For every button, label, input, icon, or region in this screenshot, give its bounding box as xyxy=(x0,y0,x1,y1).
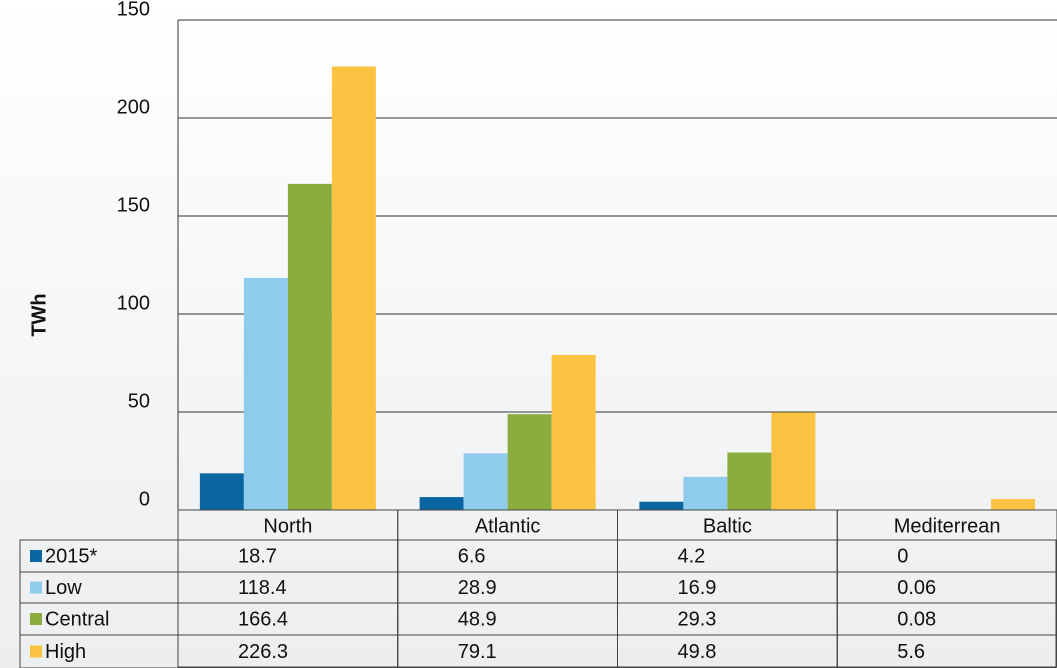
y-tick-label: 150 xyxy=(117,194,150,216)
legend-swatch xyxy=(30,613,42,625)
bar xyxy=(771,412,816,510)
table-value: 6.6 xyxy=(458,545,486,567)
x-tick-label: Baltic xyxy=(703,515,752,537)
table-value: 18.7 xyxy=(238,545,277,567)
y-tick-label: 150 xyxy=(117,0,150,20)
legend-label: 2015* xyxy=(45,545,97,567)
legend-swatch xyxy=(30,645,42,658)
bar xyxy=(507,414,552,510)
bar xyxy=(287,183,332,510)
bar xyxy=(727,452,772,510)
table-value: 16.9 xyxy=(678,577,717,599)
table-value: 166.4 xyxy=(238,608,288,630)
bar xyxy=(331,66,376,511)
legend-swatch xyxy=(30,581,42,594)
table-value: 118.4 xyxy=(238,577,287,599)
table-value: 29.3 xyxy=(678,608,717,630)
bar xyxy=(419,497,464,510)
bar xyxy=(463,453,508,510)
bar xyxy=(991,499,1036,510)
bar xyxy=(683,476,728,510)
y-tick-label: 0 xyxy=(139,488,150,510)
table-value: 28.9 xyxy=(458,577,497,599)
table-value: 4.2 xyxy=(678,545,706,567)
legend-label: Low xyxy=(45,577,82,599)
bar xyxy=(243,277,288,510)
table-value: 49.8 xyxy=(678,641,717,663)
x-tick-label: Atlantic xyxy=(475,515,541,537)
y-tick-label: 50 xyxy=(128,390,150,412)
table-value: 48.9 xyxy=(458,608,497,630)
bar xyxy=(551,354,596,510)
table-value: 226.3 xyxy=(238,641,288,663)
table-row xyxy=(19,634,1057,668)
table-value: 0 xyxy=(897,545,908,567)
x-tick-label: Mediterrean xyxy=(894,515,1001,537)
y-tick-label: 200 xyxy=(117,96,150,118)
y-axis-label: TWh xyxy=(28,293,50,336)
bar xyxy=(199,473,244,510)
table-value: 0.08 xyxy=(897,608,936,630)
legend-swatch xyxy=(30,550,42,562)
table-value: 5.6 xyxy=(897,641,925,663)
table-value: 79.1 xyxy=(458,641,497,663)
bar xyxy=(639,501,684,510)
y-tick-label: 100 xyxy=(117,292,150,314)
legend-label: High xyxy=(45,641,86,663)
x-tick-label: North xyxy=(263,515,312,537)
legend-label: Central xyxy=(45,608,109,630)
table-value: 0.06 xyxy=(897,577,936,599)
